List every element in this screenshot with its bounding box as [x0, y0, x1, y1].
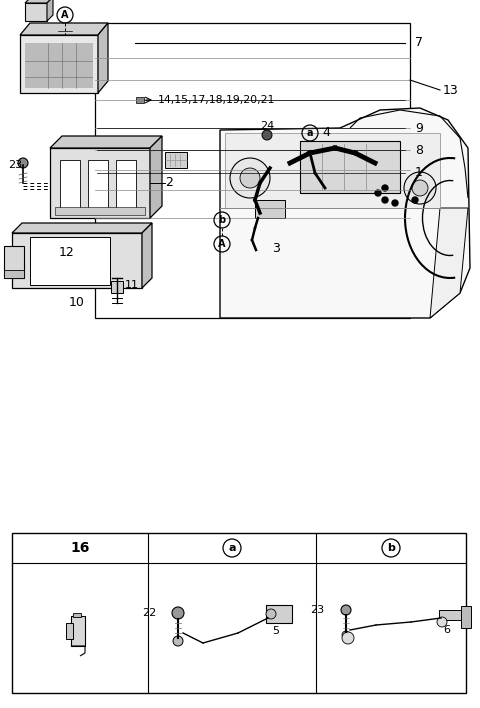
- Bar: [60, 160, 80, 210]
- Text: 16: 16: [70, 541, 90, 555]
- Text: 14,15,17,18,19,20,21: 14,15,17,18,19,20,21: [158, 95, 276, 105]
- Bar: [12, 533, 466, 693]
- Text: 1: 1: [415, 166, 423, 180]
- Polygon shape: [98, 23, 108, 93]
- Bar: [20, 35, 98, 93]
- Circle shape: [404, 172, 436, 204]
- Circle shape: [342, 632, 354, 644]
- Circle shape: [375, 190, 381, 196]
- Polygon shape: [12, 223, 152, 233]
- Text: b: b: [218, 215, 226, 225]
- Text: a: a: [228, 543, 236, 553]
- Text: 4: 4: [322, 127, 330, 139]
- Bar: [12, 233, 142, 288]
- Circle shape: [18, 158, 28, 168]
- Polygon shape: [50, 136, 162, 148]
- Bar: [111, 281, 123, 293]
- Text: 10: 10: [69, 297, 85, 309]
- Bar: [30, 237, 110, 285]
- Circle shape: [266, 609, 276, 619]
- Bar: [225, 133, 440, 208]
- Circle shape: [412, 197, 418, 203]
- Polygon shape: [220, 108, 470, 318]
- Text: 22: 22: [142, 608, 156, 618]
- Text: 11: 11: [125, 280, 139, 290]
- Text: A: A: [61, 10, 69, 20]
- Text: b: b: [387, 543, 395, 553]
- Circle shape: [240, 168, 260, 188]
- Circle shape: [382, 197, 388, 203]
- Text: 9: 9: [415, 122, 423, 135]
- Text: 6: 6: [444, 625, 451, 635]
- Polygon shape: [50, 148, 150, 218]
- Circle shape: [230, 158, 270, 198]
- Text: 24: 24: [260, 121, 274, 131]
- Text: 7: 7: [415, 37, 423, 50]
- Text: 8: 8: [415, 144, 423, 156]
- Circle shape: [412, 180, 428, 196]
- Text: a: a: [307, 128, 313, 138]
- Circle shape: [382, 185, 388, 191]
- Circle shape: [262, 130, 272, 140]
- Text: 2: 2: [165, 176, 173, 190]
- Bar: [4, 246, 24, 278]
- Circle shape: [172, 607, 184, 619]
- Text: A: A: [218, 239, 226, 249]
- Bar: [55, 207, 145, 215]
- Text: 23: 23: [310, 605, 324, 615]
- Text: 13: 13: [443, 84, 459, 96]
- Text: 12: 12: [59, 246, 75, 260]
- Circle shape: [392, 200, 398, 206]
- Circle shape: [342, 631, 350, 639]
- Bar: [165, 152, 187, 168]
- Circle shape: [341, 605, 351, 615]
- Circle shape: [173, 636, 183, 646]
- Circle shape: [437, 617, 447, 627]
- Polygon shape: [25, 0, 53, 3]
- Text: 3: 3: [272, 241, 280, 254]
- Bar: [73, 613, 81, 617]
- Bar: [255, 200, 285, 218]
- Bar: [266, 605, 292, 623]
- Bar: [136, 97, 144, 103]
- Polygon shape: [47, 0, 53, 21]
- Bar: [25, 43, 93, 88]
- Bar: [25, 3, 47, 21]
- Polygon shape: [142, 223, 152, 288]
- Bar: [95, 23, 410, 318]
- Polygon shape: [430, 208, 468, 318]
- Bar: [71, 616, 85, 646]
- Bar: [116, 160, 136, 210]
- Bar: [66, 623, 73, 639]
- Bar: [439, 610, 469, 620]
- Polygon shape: [20, 23, 108, 35]
- Bar: [300, 141, 400, 193]
- Text: 23: 23: [8, 160, 22, 170]
- Bar: [461, 606, 471, 628]
- Bar: [4, 270, 24, 278]
- Bar: [88, 160, 108, 210]
- Polygon shape: [150, 136, 162, 218]
- Text: 5: 5: [273, 626, 279, 636]
